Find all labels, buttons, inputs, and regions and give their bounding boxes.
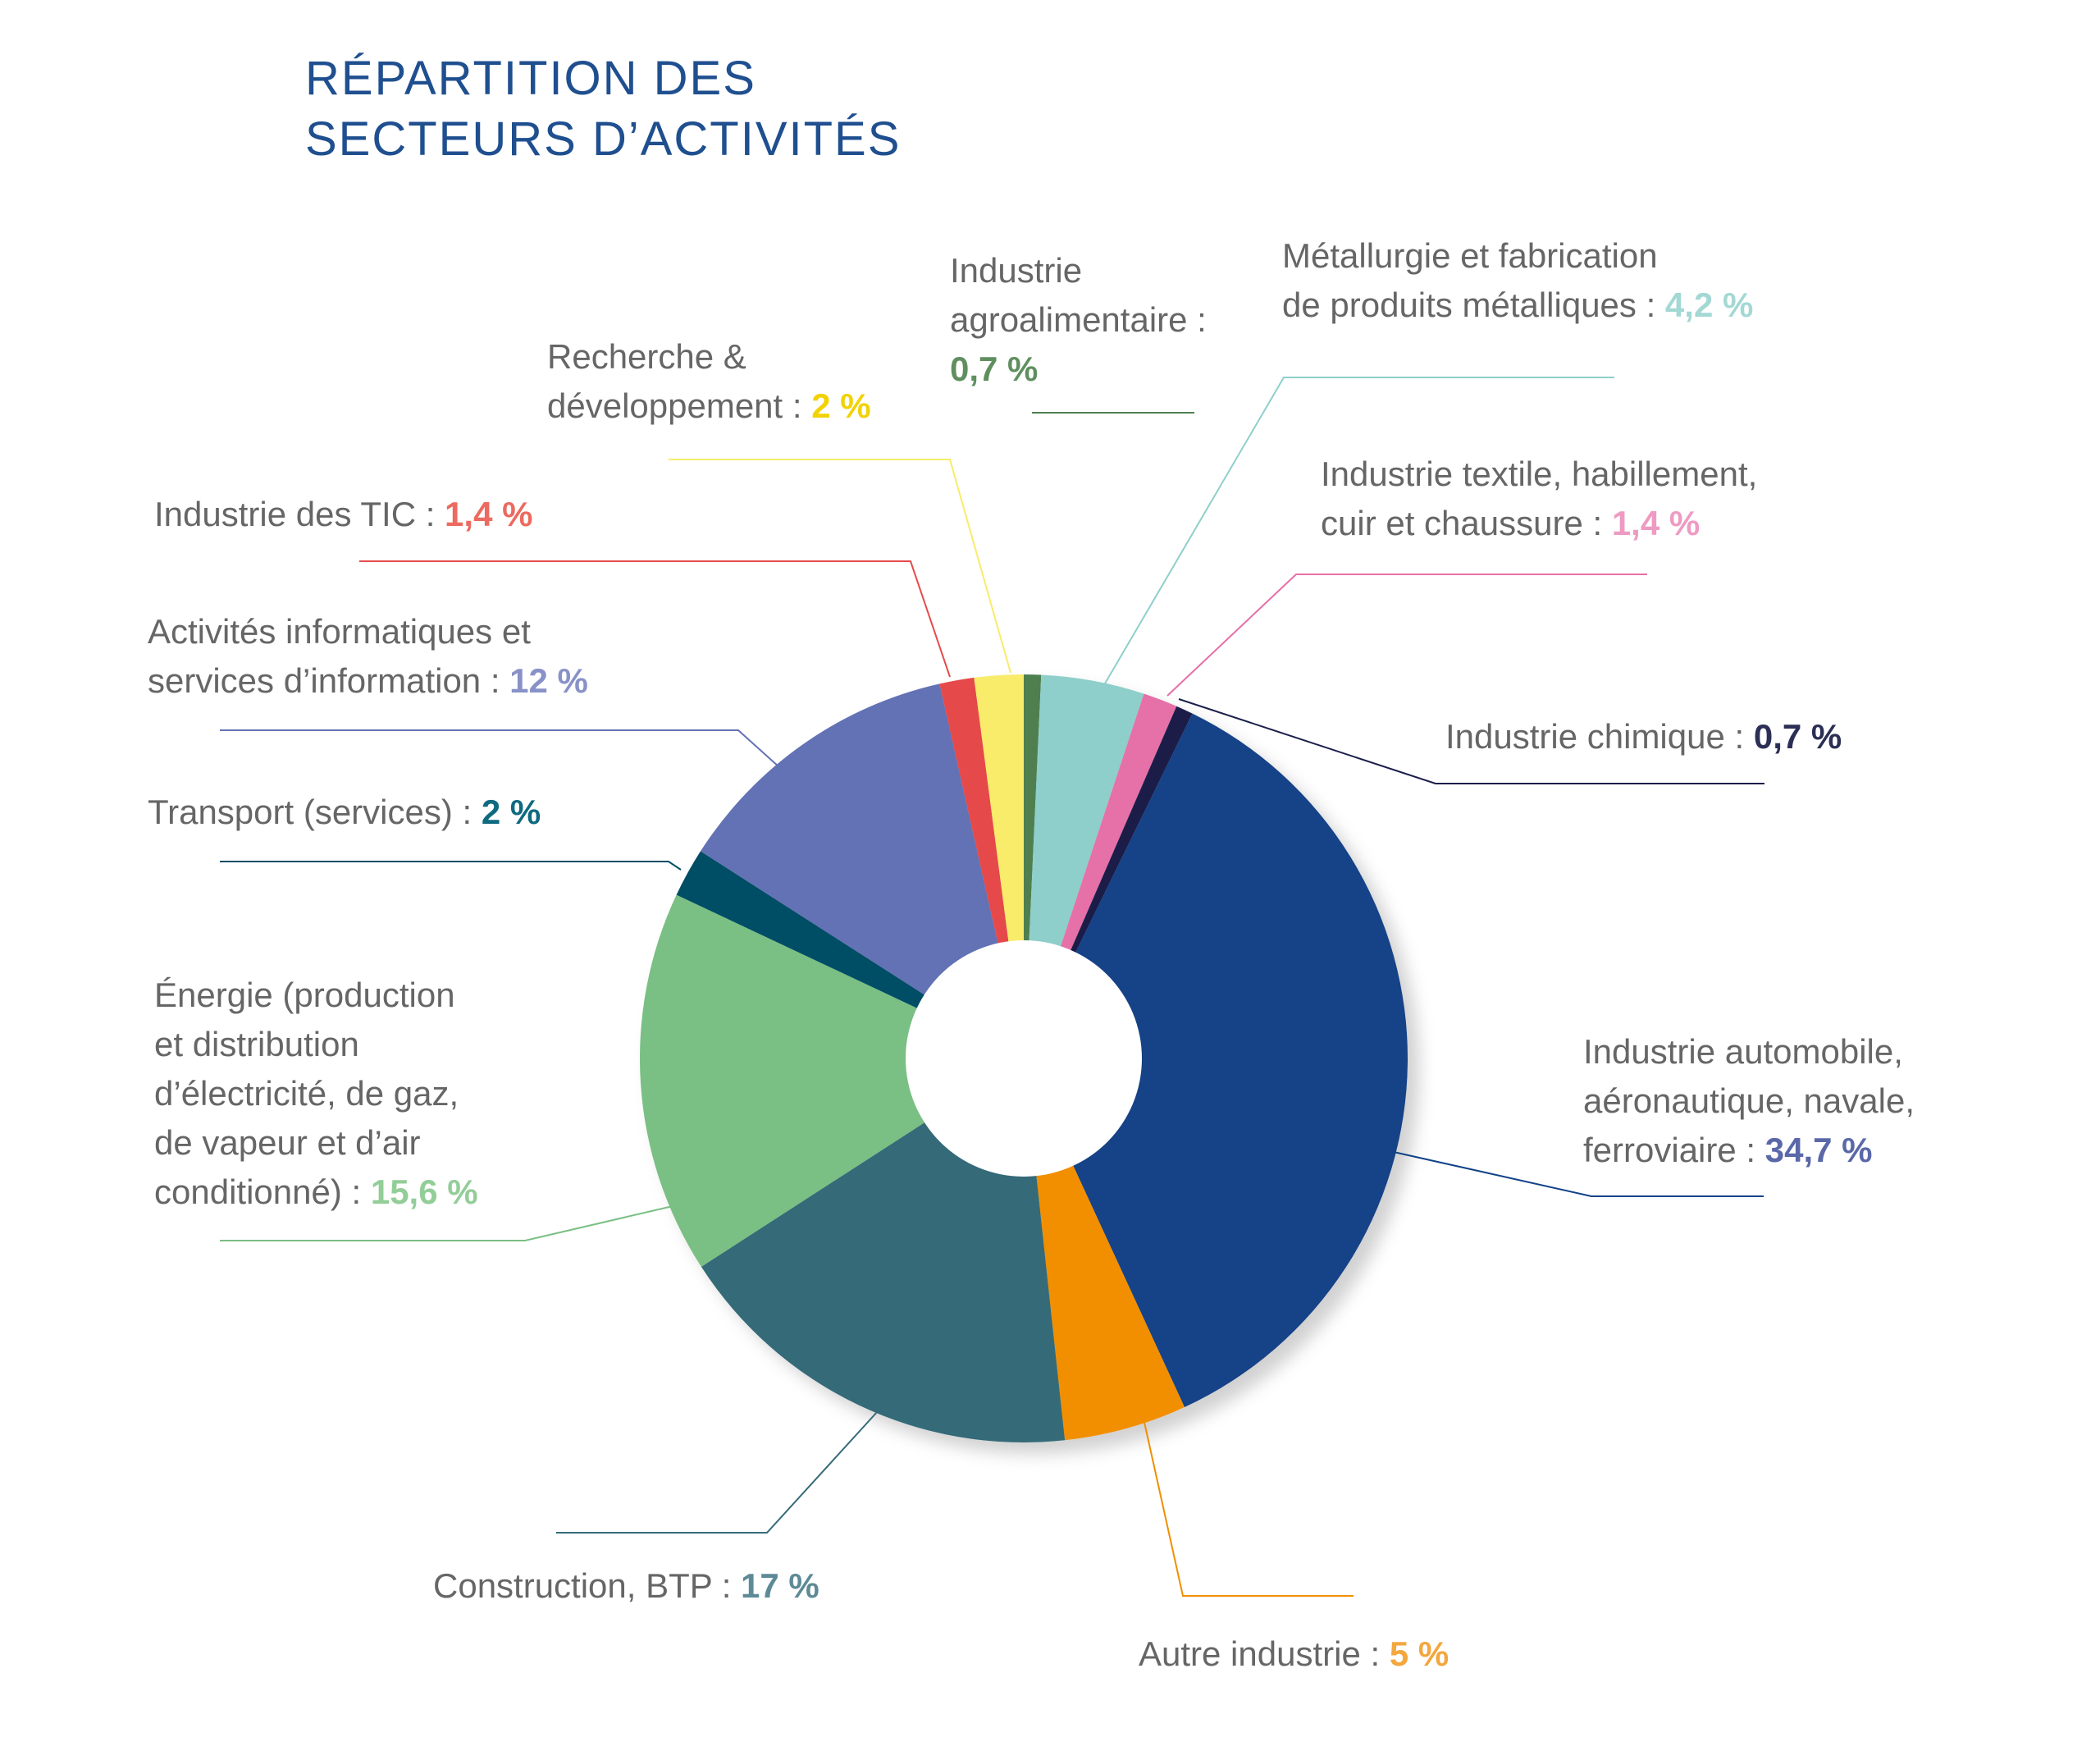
slice-value: 1,4 % [445,495,533,533]
slice-value: 2 % [811,386,871,425]
slice-label-line: cuir et chaussure : 1,4 % [1321,499,1757,548]
slice-label-text: agroalimentaire : [950,300,1207,339]
leader-line-5 [1386,1150,1764,1197]
slice-label-text: développement : [547,386,812,425]
pie-slice-5 [1024,713,1408,1407]
slice-label-text: de vapeur et d’air [154,1123,421,1162]
slice-label-line: Recherche & [547,332,871,382]
slice-value: 2 % [481,793,541,831]
leader-line-12 [669,459,1011,674]
slice-label-12: Recherche & développement : 2 % [547,332,871,431]
slice-label-line: ferroviaire : 34,7 % [1583,1126,1915,1175]
slice-label-10: Activités informatiques et services d’inf… [148,607,588,706]
slice-label-text: et distribution [154,1025,359,1063]
slice-label-text: Industrie textile, habillement, [1321,455,1758,493]
slice-label-text: cuir et chaussure : [1321,504,1612,542]
leader-line-8 [220,1205,673,1241]
slice-label-4: Industrie chimique : 0,7 % [1445,712,1842,761]
slice-label-line: conditionné) : 15,6 % [154,1168,478,1217]
slice-label-line: aéronautique, navale, [1583,1076,1915,1126]
chart-title-line-1: RÉPARTITION DES [305,52,756,105]
slice-value: 0,7 % [950,350,1039,388]
slice-label-line: Industrie des TIC : 1,4 % [154,490,532,539]
slice-label-line: Énergie (production [154,971,478,1020]
slice-value: 17 % [741,1566,819,1605]
slice-label-text: Énergie (production [154,976,455,1014]
slice-label-line: de vapeur et d’air [154,1118,478,1168]
slice-label-7: Construction, BTP : 17 % [433,1561,819,1611]
slice-label-text: Recherche & [547,337,746,376]
slice-label-1: Industrie agroalimentaire : 0,7 % [950,246,1207,394]
chart-title-line-2: SECTEURS D’ACTIVITÉS [305,112,902,166]
slice-label-9: Transport (services) : 2 % [148,788,541,837]
pie-slice-10 [701,683,1024,1058]
slice-label-text: Industrie automobile, [1583,1032,1903,1071]
slice-label-line: agroalimentaire : [950,295,1207,345]
leader-line-7 [556,1410,879,1534]
leader-line-2 [1098,377,1614,694]
slice-label-text: Industrie des TIC : [154,495,445,533]
slice-value: 4,2 % [1664,286,1754,324]
slice-label-8: Énergie (production et distribution d’élec… [154,971,478,1217]
slice-label-text: Industrie chimique : [1445,717,1754,756]
slice-value: 5 % [1389,1634,1449,1673]
slice-label-text: de produits métalliques : [1282,286,1665,324]
leader-line-9 [220,861,682,871]
leader-line-11 [359,560,951,678]
slice-value: 0,7 % [1753,717,1842,756]
slice-value: 15,6 % [370,1172,478,1211]
slice-label-line: d’électricité, de gaz, [154,1069,478,1118]
slice-label-text: services d’information : [148,661,510,700]
slice-label-6: Autre industrie : 5 % [1139,1630,1449,1679]
slice-label-line: développement : 2 % [547,382,871,431]
leader-line-4 [1178,698,1764,784]
slice-label-line: Métallurgie et fabrication [1282,231,1753,281]
pie-slice-8 [640,894,1024,1267]
slice-label-line: et distribution [154,1020,478,1069]
slice-label-line: Industrie chimique : 0,7 % [1445,712,1842,761]
slice-label-line: Construction, BTP : 17 % [433,1561,819,1611]
slice-label-text: aéronautique, navale, [1583,1081,1915,1120]
slice-label-line: services d’information : 12 % [148,656,588,706]
slice-label-text: d’électricité, de gaz, [154,1074,459,1113]
slice-label-line: Transport (services) : 2 % [148,788,541,837]
slice-label-line: 0,7 % [950,345,1207,394]
leader-line-10 [220,729,780,768]
slice-label-text: ferroviaire : [1583,1131,1765,1169]
slice-label-line: Industrie textile, habillement, [1321,450,1757,499]
slice-label-text: Construction, BTP : [433,1566,742,1605]
leader-line-6 [1141,1410,1354,1597]
slice-label-line: Industrie automobile, [1583,1027,1915,1076]
slice-label-text: Transport (services) : [148,793,482,831]
slice-label-text: Activités informatiques et [148,612,531,651]
leader-line-3 [1166,574,1647,697]
slice-label-3: Industrie textile, habillement, cuir et c… [1321,450,1757,548]
slice-label-text: Métallurgie et fabrication [1282,236,1658,275]
slice-label-line: Industrie [950,246,1207,295]
slice-value: 12 % [509,661,588,700]
slice-label-2: Métallurgie et fabrication de produits mé… [1282,231,1753,330]
slice-value: 1,4 % [1611,504,1701,542]
slice-label-text: Autre industrie : [1139,1634,1390,1673]
slice-label-line: Autre industrie : 5 % [1139,1630,1449,1679]
slice-label-line: de produits métalliques : 4,2 % [1282,281,1753,330]
slice-label-text: Industrie [950,251,1083,290]
slice-label-text: conditionné) : [154,1172,371,1211]
slice-label-line: Activités informatiques et [148,607,588,656]
donut-hole [906,940,1142,1177]
slice-value: 34,7 % [1764,1131,1873,1169]
slice-label-5: Industrie automobile, aéronautique, naval… [1583,1027,1915,1175]
slice-label-11: Industrie des TIC : 1,4 % [154,490,532,539]
